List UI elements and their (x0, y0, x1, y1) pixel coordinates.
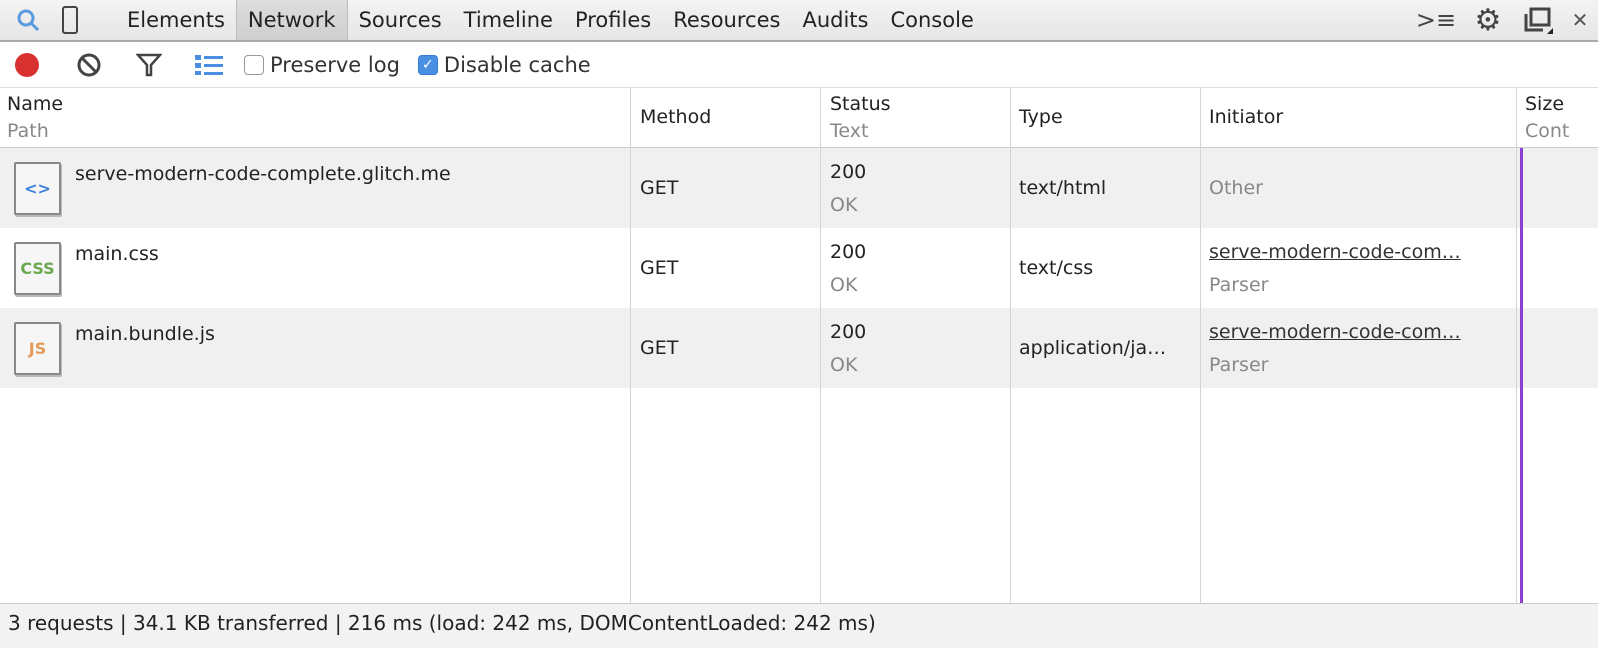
request-name[interactable]: serve-modern-code-complete.glitch.me (75, 163, 451, 185)
status-bar: 3 requests | 34.1 KB transferred | 216 m… (0, 603, 1598, 648)
request-initiator: Other (1209, 177, 1263, 199)
header-text[interactable]: Text (830, 120, 869, 142)
device-mode-icon[interactable] (50, 6, 90, 34)
gear-icon[interactable]: ⚙ (1474, 2, 1502, 38)
tab-audits[interactable]: Audits (802, 8, 869, 32)
request-type: text/css (1019, 257, 1094, 279)
close-icon[interactable]: ✕ (1571, 8, 1589, 32)
disable-cache-label: Disable cache (443, 52, 591, 77)
requests-table: <> serve-modern-code-complete.glitch.me … (0, 88, 1598, 603)
css-file-icon: CSS (14, 242, 61, 295)
initiator-type: Parser (1209, 274, 1269, 296)
initiator-type: Parser (1209, 354, 1269, 376)
request-status-text: OK (830, 194, 858, 216)
request-status-text: OK (830, 274, 858, 296)
request-status: 200 (830, 161, 867, 183)
header-size[interactable]: Size (1525, 93, 1565, 115)
header-path[interactable]: Path (7, 120, 49, 142)
preserve-log-label: Preserve log (270, 52, 400, 77)
clear-icon[interactable] (54, 52, 124, 78)
table-row[interactable]: <> serve-modern-code-complete.glitch.me … (0, 148, 1598, 228)
load-event-line (1520, 148, 1523, 603)
header-status[interactable]: Status (830, 93, 891, 115)
preserve-log-checkbox[interactable] (244, 54, 264, 75)
request-type: text/html (1019, 177, 1107, 199)
column-divider (630, 88, 631, 603)
header-type[interactable]: Type (1019, 106, 1063, 128)
list-view-icon[interactable] (174, 54, 244, 76)
request-status: 200 (830, 241, 867, 263)
request-method: GET (640, 257, 679, 279)
column-divider (1516, 88, 1517, 603)
request-name[interactable]: main.css (75, 243, 159, 265)
devtools-tabbar: Elements Network Sources Timeline Profil… (0, 0, 1598, 42)
request-status-text: OK (830, 354, 858, 376)
disable-cache-checkbox[interactable]: ✓ (417, 54, 438, 75)
table-header: Name Path Method Status Text Type Initia… (0, 88, 1598, 148)
record-button[interactable] (0, 52, 54, 78)
tab-network[interactable]: Network (235, 0, 348, 40)
filter-icon[interactable] (124, 52, 174, 78)
network-toolbar: Preserve log ✓ Disable cache (0, 42, 1598, 88)
request-method: GET (640, 177, 679, 199)
dock-icon[interactable] (1514, 6, 1562, 34)
tab-console[interactable]: Console (890, 8, 974, 32)
initiator-link[interactable]: serve-modern-code-com… (1209, 321, 1461, 343)
tab-elements[interactable]: Elements (127, 8, 225, 32)
request-status: 200 (830, 321, 867, 343)
initiator-link[interactable]: serve-modern-code-com… (1209, 241, 1461, 263)
header-initiator[interactable]: Initiator (1209, 106, 1284, 128)
tab-profiles[interactable]: Profiles (574, 8, 652, 32)
request-type: application/ja… (1019, 337, 1167, 359)
table-row[interactable]: JS main.bundle.js GET 200 OK application… (0, 308, 1598, 388)
column-divider (820, 88, 821, 603)
console-drawer-icon[interactable]: >≡ (1415, 6, 1457, 34)
column-divider (1200, 88, 1201, 603)
header-content[interactable]: Cont (1525, 120, 1570, 142)
request-name[interactable]: main.bundle.js (75, 323, 215, 345)
search-icon[interactable] (6, 8, 50, 32)
tab-resources[interactable]: Resources (673, 8, 781, 32)
column-divider (1010, 88, 1011, 603)
html-file-icon: <> (14, 162, 61, 215)
tab-sources[interactable]: Sources (358, 8, 442, 32)
tab-timeline[interactable]: Timeline (463, 8, 553, 32)
header-method[interactable]: Method (640, 106, 712, 128)
header-name[interactable]: Name (7, 93, 64, 115)
js-file-icon: JS (14, 322, 61, 375)
request-method: GET (640, 337, 679, 359)
table-row[interactable]: CSS main.css GET 200 OK text/css serve-m… (0, 228, 1598, 308)
